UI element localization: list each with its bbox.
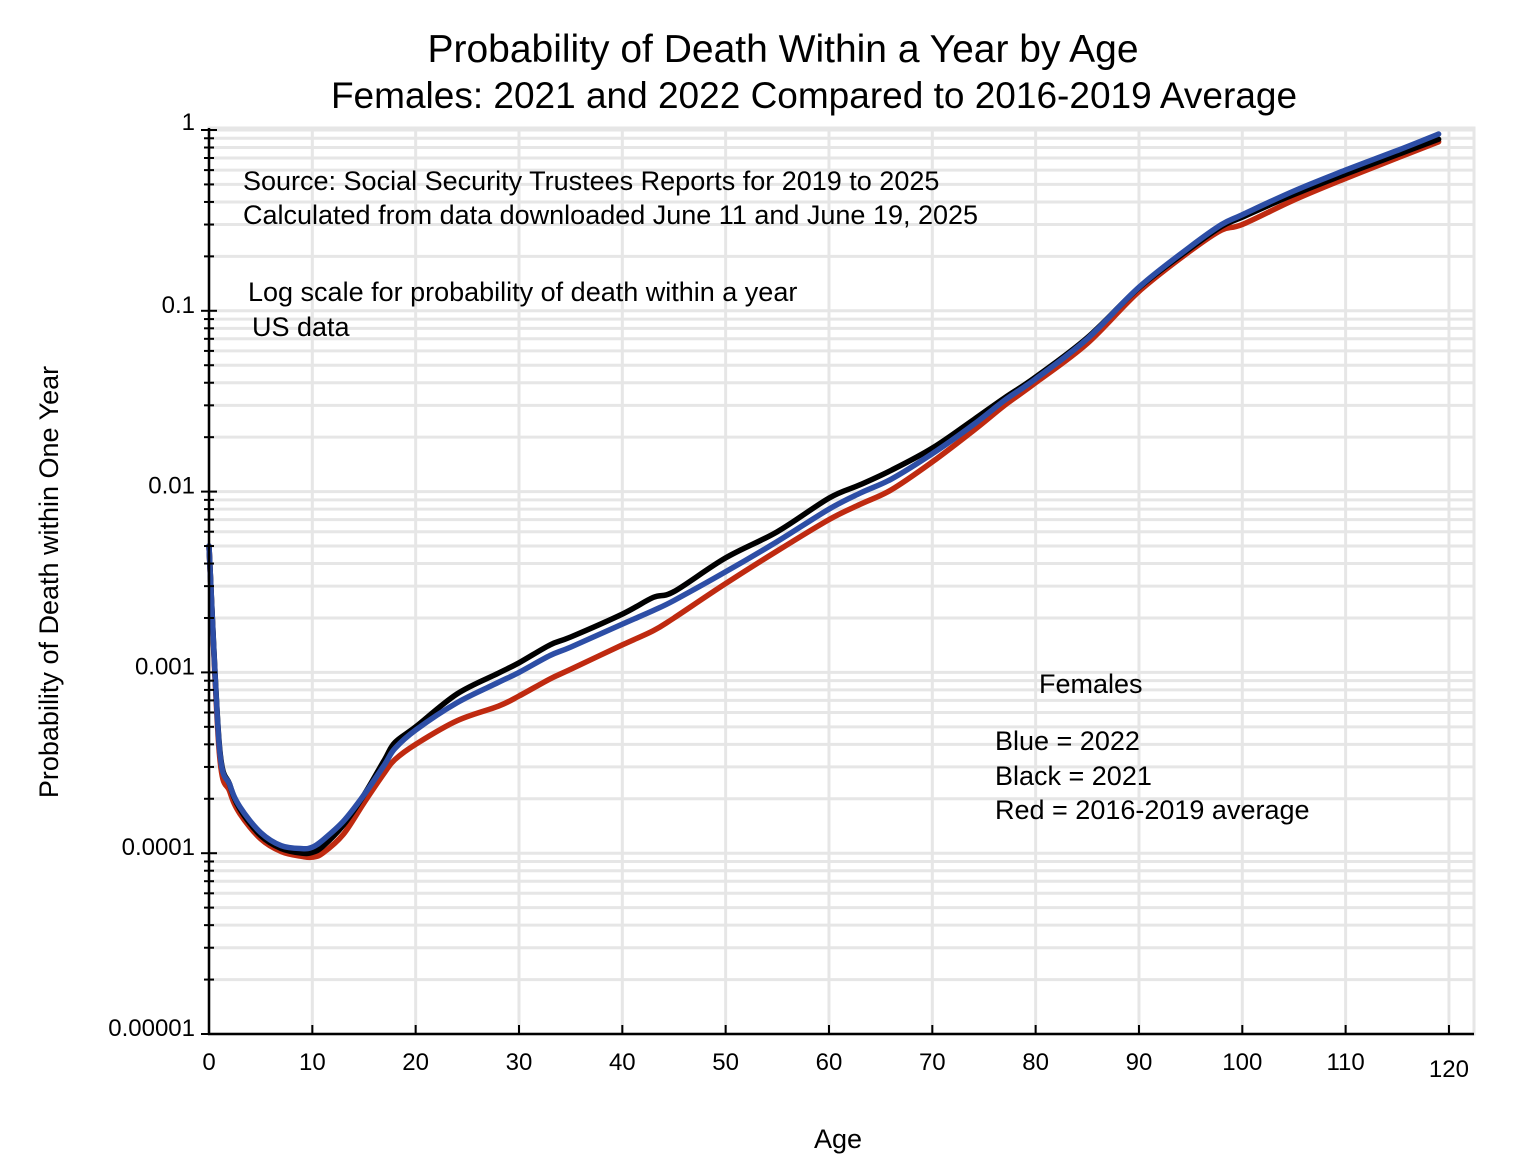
x-tick-label: 120 — [1429, 1056, 1469, 1083]
x-tick-label: 100 — [1222, 1049, 1262, 1076]
y-tick-label: 1 — [182, 109, 195, 136]
x-tick-label: 40 — [609, 1049, 636, 1076]
y-tick-label: 0.0001 — [122, 834, 195, 861]
y-tick-label: 0.01 — [148, 473, 195, 500]
chart-subtitle: Females: 2021 and 2022 Compared to 2016-… — [331, 75, 1297, 116]
us-data-note: US data — [252, 312, 351, 342]
x-axis-label: Age — [814, 1124, 862, 1154]
x-tick-label: 70 — [919, 1049, 946, 1076]
legend-black: Black = 2021 — [995, 761, 1152, 791]
legend-red: Red = 2016-2019 average — [995, 795, 1310, 825]
source-note: Source: Social Security Trustees Reports… — [243, 166, 939, 196]
x-tick-label: 30 — [506, 1049, 533, 1076]
x-tick-label: 20 — [402, 1049, 429, 1076]
log-scale-note: Log scale for probability of death withi… — [248, 277, 797, 307]
x-tick-label: 110 — [1326, 1049, 1364, 1076]
x-tick-label: 10 — [299, 1049, 326, 1076]
x-tick-label: 80 — [1022, 1049, 1049, 1076]
axes: 1 0.1 0.01 0.001 0.0001 0.00001 0 10 20 30 40 50 60 7… — [108, 109, 1474, 1083]
x-tick-label: 60 — [816, 1049, 843, 1076]
legend-heading: Females — [1039, 669, 1143, 699]
x-tick-label: 90 — [1126, 1049, 1153, 1076]
y-axis-label: Probability of Death within One Year — [34, 366, 64, 798]
y-tick-label: 0.1 — [162, 292, 195, 319]
x-tick-label: 0 — [202, 1049, 215, 1076]
grid — [207, 126, 1476, 1036]
series-layer — [206, 131, 1442, 861]
plot-frame — [207, 126, 1476, 1036]
x-tick-label: 50 — [712, 1049, 739, 1076]
download-note: Calculated from data downloaded June 11 … — [243, 200, 978, 230]
series-line-2022 — [206, 131, 1442, 852]
legend-blue: Blue = 2022 — [995, 726, 1140, 756]
annotations: Source: Social Security Trustees Reports… — [243, 166, 1310, 825]
y-tick-label: 0.00001 — [108, 1015, 195, 1042]
chart-title: Probability of Death Within a Year by Ag… — [427, 28, 1138, 71]
y-tick-label: 0.001 — [135, 653, 195, 680]
